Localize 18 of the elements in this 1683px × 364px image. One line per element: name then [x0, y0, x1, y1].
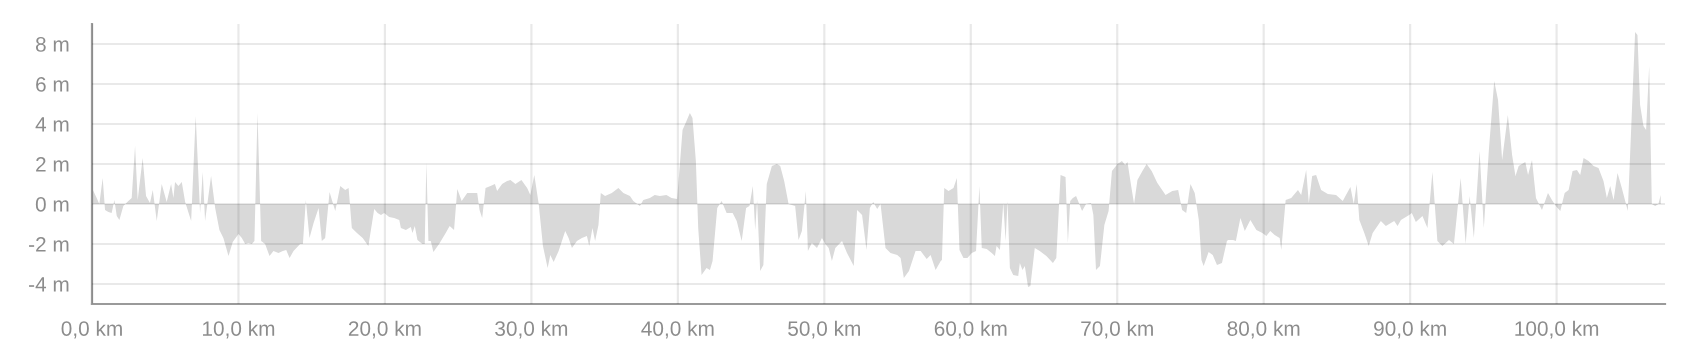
- y-tick-label: 4 m: [35, 117, 69, 132]
- x-tick-label: 90,0 km: [1374, 320, 1446, 339]
- y-tick-label: 8 m: [35, 37, 69, 52]
- x-tick-label: 20,0 km: [348, 320, 421, 339]
- x-tick-label: 100,0 km: [1515, 320, 1599, 339]
- y-tick-label: -2 m: [29, 237, 69, 252]
- x-tick-label: 70,0 km: [1081, 320, 1153, 339]
- x-tick-label: 0,0 km: [61, 320, 122, 339]
- y-tick-label: 2 m: [36, 157, 69, 172]
- x-tick-label: 40,0 km: [641, 320, 714, 339]
- y-tick-label: 6 m: [36, 77, 69, 92]
- x-tick-label: 10,0 km: [203, 320, 275, 339]
- y-tick-label: -4 m: [29, 277, 69, 292]
- y-tick-label: 0 m: [35, 197, 69, 212]
- x-tick-label: 30,0 km: [495, 320, 568, 339]
- x-tick-label: 50,0 km: [788, 320, 860, 339]
- x-tick-label: 80,0 km: [1227, 320, 1300, 339]
- x-tick-label: 60,0 km: [934, 320, 1007, 339]
